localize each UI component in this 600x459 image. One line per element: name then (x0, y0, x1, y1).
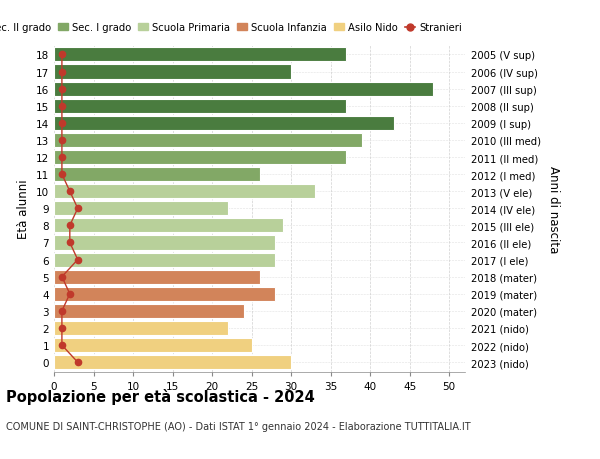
Text: Popolazione per età scolastica - 2024: Popolazione per età scolastica - 2024 (6, 388, 315, 404)
Bar (54, 134, 362, 148)
Bar (54, 151, 346, 165)
Bar (54, 219, 283, 233)
Y-axis label: Età alunni: Età alunni (17, 179, 31, 239)
Bar (54, 321, 228, 335)
Bar (54, 65, 291, 79)
Bar (54, 355, 291, 369)
Bar (54, 83, 433, 96)
Bar (54, 168, 260, 182)
Bar (54, 236, 275, 250)
Y-axis label: Anni di nascita: Anni di nascita (547, 165, 560, 252)
Bar (54, 304, 244, 318)
Bar (54, 338, 251, 353)
Bar (54, 185, 315, 199)
Bar (54, 270, 260, 284)
Bar (54, 117, 394, 130)
Bar (54, 287, 275, 301)
Text: COMUNE DI SAINT-CHRISTOPHE (AO) - Dati ISTAT 1° gennaio 2024 - Elaborazione TUTT: COMUNE DI SAINT-CHRISTOPHE (AO) - Dati I… (6, 421, 470, 431)
Bar (54, 100, 346, 113)
Bar (54, 253, 275, 267)
Bar (54, 202, 228, 216)
Legend: Sec. II grado, Sec. I grado, Scuola Primaria, Scuola Infanzia, Asilo Nido, Stran: Sec. II grado, Sec. I grado, Scuola Prim… (0, 23, 462, 33)
Bar (54, 48, 346, 62)
